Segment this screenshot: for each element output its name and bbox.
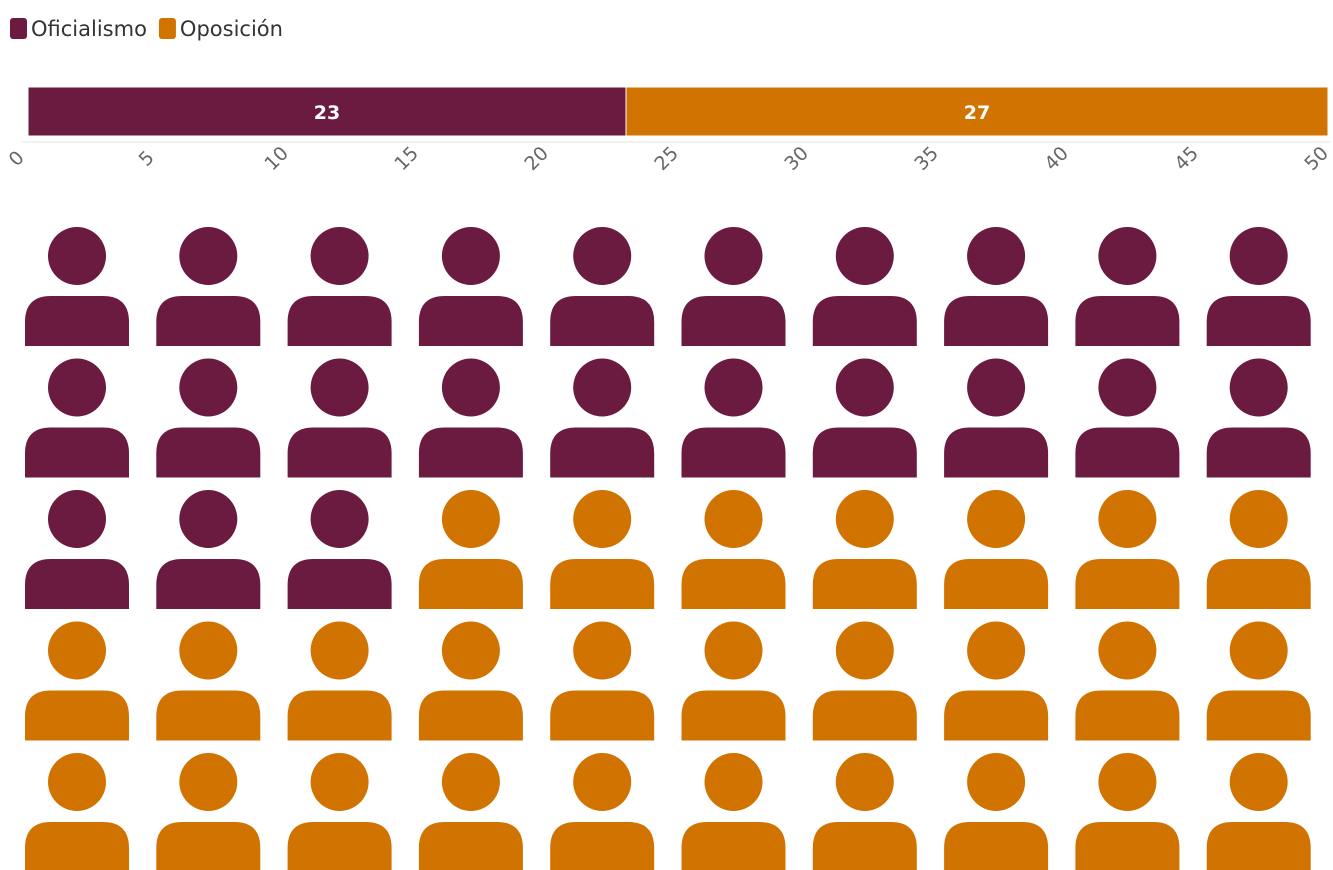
x-tick-label-1: 5 bbox=[135, 147, 159, 171]
person-icon bbox=[681, 753, 786, 870]
person-icon bbox=[25, 753, 129, 870]
person-icon bbox=[681, 227, 786, 346]
person-icon bbox=[287, 227, 392, 346]
person-icon bbox=[944, 358, 1049, 478]
person-icon bbox=[418, 358, 523, 478]
bar-segment-0 bbox=[27, 86, 627, 137]
person-icon bbox=[681, 621, 786, 741]
x-tick-label-7: 35 bbox=[910, 142, 943, 175]
legend-swatch-0 bbox=[10, 18, 27, 39]
person-icon bbox=[1075, 227, 1180, 346]
bar-segment-label-1: 27 bbox=[964, 102, 990, 124]
person-icon bbox=[550, 358, 655, 478]
person-icon bbox=[418, 490, 523, 609]
legend-label-0: Oficialismo bbox=[31, 17, 147, 41]
legend-label-1: Oposición bbox=[180, 17, 283, 41]
x-axis: 0 5 10 15 20 25 30 35 40 45 50 bbox=[5, 141, 1333, 175]
person-icon bbox=[812, 621, 917, 741]
person-icon bbox=[550, 621, 655, 741]
person-icon bbox=[812, 490, 917, 609]
person-icon bbox=[1206, 490, 1311, 609]
person-icon bbox=[681, 358, 786, 478]
x-tick-label-2: 10 bbox=[260, 142, 293, 175]
person-icon bbox=[418, 753, 523, 870]
person-icon bbox=[944, 227, 1049, 346]
x-tick-label-5: 25 bbox=[650, 142, 683, 175]
person-icon bbox=[681, 490, 786, 609]
legend: Oficialismo Oposición bbox=[10, 17, 283, 41]
person-icon bbox=[287, 621, 392, 741]
person-icon bbox=[156, 358, 261, 478]
person-icon bbox=[550, 227, 655, 346]
pictogram-grid bbox=[25, 227, 1311, 870]
person-icon bbox=[25, 227, 129, 346]
person-icon bbox=[1075, 753, 1180, 870]
person-icon bbox=[25, 490, 129, 609]
x-tick-label-6: 30 bbox=[780, 142, 813, 175]
person-icon bbox=[156, 490, 261, 609]
person-icon bbox=[944, 753, 1049, 870]
person-icon bbox=[1206, 227, 1311, 346]
x-tick-label-3: 15 bbox=[390, 142, 423, 175]
person-icon bbox=[944, 490, 1049, 609]
person-icon bbox=[1075, 490, 1180, 609]
person-icon bbox=[1206, 753, 1311, 870]
person-icon bbox=[156, 753, 261, 870]
person-icon bbox=[944, 621, 1049, 741]
person-icon bbox=[287, 358, 392, 478]
person-icon bbox=[1206, 358, 1311, 478]
person-icon bbox=[287, 490, 392, 609]
bar-segment-label-0: 23 bbox=[314, 102, 340, 124]
person-icon bbox=[812, 358, 917, 478]
person-icon bbox=[156, 227, 261, 346]
person-icon bbox=[25, 358, 129, 478]
x-tick-label-9: 45 bbox=[1170, 142, 1203, 175]
x-tick-label-10: 50 bbox=[1300, 142, 1333, 175]
person-icon bbox=[418, 227, 523, 346]
person-icon bbox=[812, 227, 917, 346]
stacked-bar: 23 27 bbox=[27, 86, 1329, 137]
person-icon bbox=[418, 621, 523, 741]
x-tick-label-0: 0 bbox=[5, 147, 29, 171]
x-tick-label-4: 20 bbox=[520, 142, 553, 175]
legend-swatch-1 bbox=[158, 18, 176, 39]
person-icon bbox=[550, 490, 655, 609]
x-tick-label-8: 40 bbox=[1040, 142, 1073, 175]
person-icon bbox=[156, 621, 261, 741]
person-icon bbox=[550, 753, 655, 870]
bar-segment-1 bbox=[625, 86, 1329, 137]
person-icon bbox=[812, 753, 917, 870]
person-icon bbox=[1206, 621, 1311, 741]
person-icon bbox=[25, 621, 129, 741]
person-icon bbox=[287, 753, 392, 870]
person-icon bbox=[1075, 621, 1180, 741]
person-icon bbox=[1075, 358, 1180, 478]
